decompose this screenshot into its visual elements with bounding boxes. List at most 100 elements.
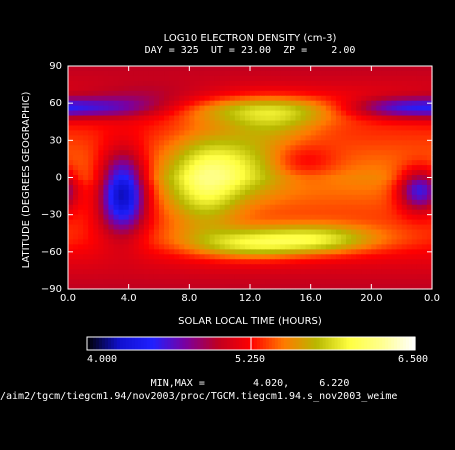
heatmap-cell: [310, 100, 317, 107]
heatmap-cell: [234, 110, 241, 117]
heatmap-cell: [148, 229, 155, 236]
heatmap-cell: [270, 264, 276, 270]
heatmap-cell: [143, 209, 150, 216]
heatmap-cell: [194, 110, 201, 117]
heatmap-cell: [366, 179, 372, 186]
heatmap-cell: [386, 95, 393, 102]
heatmap-cell: [98, 239, 104, 245]
heatmap-cell: [98, 264, 104, 270]
heatmap-cell: [108, 100, 115, 107]
heatmap-cell: [310, 259, 317, 265]
heatmap-cell: [153, 135, 160, 141]
heatmap-cell: [285, 284, 292, 290]
heatmap-cell: [194, 140, 201, 146]
heatmap-cell: [239, 165, 246, 171]
heatmap-cell: [381, 155, 388, 161]
heatmap-cell: [108, 239, 115, 245]
heatmap-cell: [184, 274, 190, 280]
heatmap-cell: [371, 160, 377, 166]
heatmap-cell: [133, 254, 140, 260]
heatmap-cell: [73, 214, 79, 221]
heatmap-cell: [411, 140, 418, 146]
heatmap-cell: [93, 105, 99, 112]
heatmap-cell: [73, 229, 79, 236]
heatmap-cell: [285, 85, 292, 92]
heatmap-cell: [159, 155, 165, 161]
heatmap-cell: [234, 115, 241, 122]
heatmap-cell: [320, 244, 327, 250]
heatmap-cell: [73, 189, 79, 196]
heatmap-cell: [361, 194, 367, 201]
heatmap-cell: [305, 234, 312, 241]
heatmap-cell: [416, 160, 423, 166]
heatmap-cell: [169, 100, 175, 107]
heatmap-cell: [416, 165, 423, 171]
heatmap-cell: [320, 125, 327, 132]
heatmap-cell: [315, 259, 322, 265]
heatmap-cell: [341, 229, 347, 236]
heatmap-cell: [280, 279, 286, 285]
density-heatmap: [68, 66, 433, 290]
heatmap-cell: [386, 100, 393, 107]
heatmap-cell: [224, 100, 231, 107]
heatmap-cell: [335, 160, 342, 166]
heatmap-cell: [204, 264, 211, 270]
colorbar-swatch: [152, 337, 157, 350]
heatmap-cell: [73, 130, 79, 136]
heatmap-cell: [108, 105, 115, 112]
heatmap-cell: [366, 284, 372, 290]
heatmap-cell: [265, 135, 271, 141]
heatmap-cell: [118, 135, 125, 141]
heatmap-cell: [138, 249, 145, 255]
heatmap-cell: [391, 110, 398, 117]
heatmap-cell: [330, 130, 337, 136]
heatmap-cell: [214, 140, 221, 146]
heatmap-cell: [179, 160, 185, 166]
heatmap-cell: [209, 95, 216, 102]
heatmap-cell: [285, 234, 292, 241]
heatmap-cell: [128, 209, 135, 216]
heatmap-cell: [78, 165, 84, 171]
heatmap-cell: [204, 274, 211, 280]
heatmap-cell: [229, 100, 236, 107]
heatmap-cell: [244, 66, 251, 72]
heatmap-cell: [98, 279, 104, 285]
heatmap-cell: [346, 264, 352, 270]
heatmap-cell: [83, 66, 89, 72]
heatmap-cell: [315, 284, 322, 290]
heatmap-cell: [159, 284, 165, 290]
heatmap-cell: [416, 194, 423, 201]
heatmap-cell: [164, 66, 170, 72]
heatmap-cell: [174, 209, 180, 216]
heatmap-cell: [265, 95, 271, 102]
heatmap-cell: [214, 85, 221, 92]
heatmap-cell: [239, 105, 246, 112]
heatmap-cell: [113, 155, 120, 161]
heatmap-cell: [159, 264, 165, 270]
heatmap-cell: [153, 140, 160, 146]
heatmap-cell: [275, 175, 281, 181]
heatmap-cell: [133, 184, 140, 191]
heatmap-cell: [396, 165, 403, 171]
colorbar-swatch: [385, 337, 389, 350]
heatmap-cell: [396, 150, 403, 156]
heatmap-cell: [305, 120, 312, 127]
heatmap-cell: [133, 120, 140, 127]
heatmap-cell: [280, 110, 286, 117]
heatmap-cell: [174, 194, 180, 201]
heatmap-cell: [366, 219, 372, 226]
heatmap-cell: [401, 239, 408, 245]
colorbar-swatch: [292, 337, 297, 350]
heatmap-cell: [376, 160, 383, 166]
heatmap-cell: [250, 175, 256, 181]
heatmap-cell: [73, 264, 79, 270]
heatmap-cell: [356, 170, 362, 176]
heatmap-cell: [138, 234, 145, 241]
heatmap-cell: [371, 110, 377, 117]
heatmap-cell: [325, 254, 332, 260]
heatmap-cell: [194, 184, 201, 191]
heatmap-cell: [391, 254, 398, 260]
heatmap-cell: [376, 85, 383, 92]
heatmap-cell: [138, 150, 145, 156]
heatmap-cell: [143, 259, 150, 265]
